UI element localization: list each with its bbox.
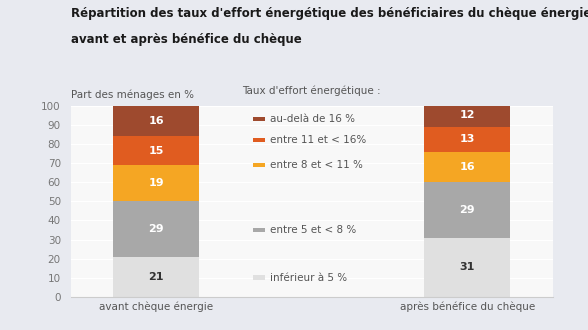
Text: avant et après bénéfice du chèque: avant et après bénéfice du chèque: [71, 33, 301, 46]
Bar: [113, 165, 199, 201]
Text: 29: 29: [459, 205, 475, 215]
Bar: [425, 151, 510, 182]
Text: 13: 13: [459, 134, 475, 144]
Text: 12: 12: [459, 110, 475, 120]
Text: Taux d'effort énergétique :: Taux d'effort énergétique :: [242, 85, 381, 96]
Bar: [425, 238, 510, 297]
Bar: [113, 257, 199, 297]
Text: entre 11 et < 16%: entre 11 et < 16%: [270, 135, 366, 145]
Bar: [425, 127, 510, 151]
Bar: [113, 106, 199, 136]
Bar: [425, 104, 510, 127]
Bar: [113, 136, 199, 165]
Text: 19: 19: [148, 178, 164, 188]
Text: inférieur à 5 %: inférieur à 5 %: [270, 273, 347, 283]
Text: 21: 21: [148, 272, 164, 282]
Bar: [252, 228, 265, 232]
Bar: [252, 163, 265, 167]
Text: 29: 29: [148, 224, 164, 234]
Text: au-delà de 16 %: au-delà de 16 %: [270, 114, 355, 124]
Bar: [425, 182, 510, 238]
Text: 31: 31: [459, 262, 475, 272]
Bar: [252, 116, 265, 121]
Text: Répartition des taux d'effort énergétique des bénéficiaires du chèque énergie: Répartition des taux d'effort énergétiqu…: [71, 7, 588, 19]
Bar: [252, 138, 265, 143]
Bar: [113, 201, 199, 257]
Text: entre 8 et < 11 %: entre 8 et < 11 %: [270, 160, 363, 170]
Text: entre 5 et < 8 %: entre 5 et < 8 %: [270, 225, 356, 235]
Bar: [252, 276, 265, 280]
Text: 16: 16: [148, 116, 164, 126]
Text: 15: 15: [148, 146, 164, 155]
Text: Part des ménages en %: Part des ménages en %: [71, 89, 193, 100]
Text: 16: 16: [459, 162, 475, 172]
